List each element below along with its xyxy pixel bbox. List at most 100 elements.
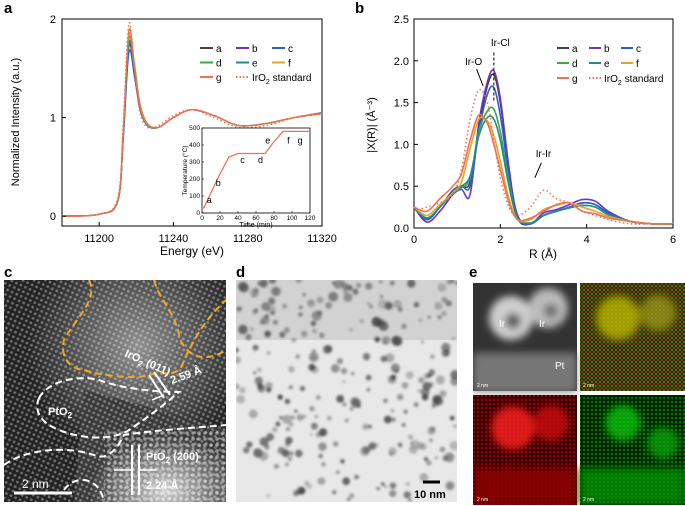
nanoparticle bbox=[285, 436, 293, 445]
nanoparticle bbox=[435, 375, 445, 385]
nanoparticle bbox=[294, 409, 298, 413]
nanoparticle bbox=[307, 299, 315, 308]
nanoparticle bbox=[236, 306, 242, 312]
scale-bar-label: 2 nm bbox=[477, 383, 488, 389]
nanoparticle bbox=[236, 383, 240, 390]
nanoparticle bbox=[445, 300, 452, 307]
nanoparticle bbox=[376, 486, 380, 491]
nanoparticle bbox=[295, 354, 300, 359]
nanoparticle bbox=[271, 286, 281, 297]
nanoparticle bbox=[279, 415, 283, 420]
iro2-boundary-2 bbox=[153, 280, 226, 359]
chart-a-xanes: 11200 11240 11280 11320 0 1 2 Energy (eV) Norm… bbox=[10, 14, 337, 258]
nanoparticle bbox=[310, 320, 317, 327]
legend-label: e bbox=[604, 59, 610, 70]
d-spacing-224: 2.24 Å bbox=[146, 479, 178, 492]
nanoparticle bbox=[390, 409, 395, 413]
nanoparticle bbox=[318, 453, 324, 459]
nanoparticle bbox=[288, 366, 295, 373]
nanoparticle bbox=[293, 490, 300, 497]
nanoparticle bbox=[383, 415, 392, 424]
chart-b-series-e bbox=[413, 115, 674, 225]
chart-b-annotation: Ir-Cl bbox=[491, 38, 510, 49]
nanoparticle bbox=[403, 409, 408, 414]
nanoparticle bbox=[371, 316, 382, 327]
nanoparticle bbox=[332, 281, 336, 285]
nanoparticle bbox=[342, 477, 351, 486]
nanoparticle bbox=[362, 446, 371, 455]
nanoparticle bbox=[259, 280, 268, 288]
nanoparticle bbox=[388, 451, 394, 456]
legend-label: f bbox=[288, 59, 291, 70]
nanoparticle bbox=[284, 398, 291, 405]
chart-a-xlabel: Energy (eV) bbox=[160, 244, 224, 258]
nanoparticle bbox=[385, 353, 395, 363]
chart-b-xtick-label: 0 bbox=[411, 234, 417, 246]
legend-label: c bbox=[636, 44, 641, 55]
chart-a-ytick-label: 0 bbox=[50, 211, 56, 223]
nanoparticle bbox=[316, 296, 324, 304]
nanoparticle bbox=[337, 358, 343, 365]
chart-a-xtick-label: 11280 bbox=[233, 233, 263, 245]
nanoparticle bbox=[295, 449, 303, 458]
nanoparticle bbox=[439, 390, 447, 398]
nanoparticle bbox=[389, 482, 397, 489]
inset-xlabel: Time (min) bbox=[239, 222, 272, 229]
pto2-boundary bbox=[36, 377, 182, 439]
chart-b-series-f bbox=[413, 116, 674, 225]
chart-a-xtick-label: 11240 bbox=[159, 233, 189, 245]
nanoparticle bbox=[296, 414, 304, 421]
nanoparticle bbox=[446, 280, 453, 285]
nanoparticle bbox=[349, 327, 354, 332]
scale-bar-label: 10 nm bbox=[414, 489, 446, 501]
nanoparticle bbox=[342, 289, 348, 295]
nanoparticle bbox=[405, 482, 410, 486]
nanoparticle bbox=[380, 355, 388, 363]
nanoparticle bbox=[380, 482, 385, 486]
nanoparticle bbox=[437, 315, 442, 320]
chart-b-exafs: 0 2 4 6 0.0 0.5 1.0 1.5 2.0 2.5 R (Å) |X(R)| (Å⁻³… bbox=[365, 14, 676, 261]
nanoparticle bbox=[424, 457, 428, 461]
nanoparticle bbox=[268, 297, 276, 305]
nanoparticle bbox=[434, 456, 438, 460]
nanoparticle bbox=[318, 442, 327, 451]
nanoparticle bbox=[302, 414, 307, 419]
inset-ytick-label: 300 bbox=[189, 159, 200, 166]
chart-b-xtick-label: 2 bbox=[497, 234, 503, 246]
pt-label: Pt bbox=[555, 361, 565, 372]
nanoparticle bbox=[256, 367, 262, 373]
arrow-icon bbox=[151, 394, 165, 401]
legend-label: e bbox=[252, 59, 258, 70]
nanoparticle bbox=[266, 387, 272, 393]
nanoparticle bbox=[306, 483, 313, 490]
nanoparticle bbox=[410, 441, 414, 445]
nanoparticle bbox=[389, 280, 395, 286]
nanoparticle bbox=[383, 398, 388, 403]
chart-b-frame bbox=[413, 18, 674, 229]
legend-label: IrO2 standard bbox=[252, 73, 312, 86]
nanoparticle bbox=[310, 422, 318, 430]
inset-xtick-label: 40 bbox=[234, 215, 242, 222]
nanoparticle bbox=[377, 299, 388, 309]
inset-ytick-label: 100 bbox=[189, 193, 200, 200]
nanoparticle bbox=[441, 311, 447, 316]
nanoparticle bbox=[298, 312, 303, 317]
chart-a-frame bbox=[61, 18, 323, 227]
nanoparticle bbox=[360, 319, 364, 323]
nanoparticle bbox=[365, 374, 372, 381]
nanoparticle bbox=[413, 302, 420, 308]
nanoparticle bbox=[287, 456, 292, 461]
nanoparticle bbox=[417, 389, 422, 394]
nanoparticle bbox=[341, 283, 349, 290]
nanoparticle bbox=[445, 481, 455, 491]
nanoparticle bbox=[330, 364, 340, 373]
nanoparticle bbox=[262, 437, 270, 445]
nanoparticle bbox=[349, 493, 355, 499]
nanoparticle bbox=[391, 417, 396, 423]
arrow-icon bbox=[534, 162, 542, 179]
nanoparticle bbox=[333, 441, 339, 447]
nanoparticle bbox=[452, 424, 457, 429]
nanoparticle bbox=[427, 426, 436, 435]
nanoparticle bbox=[365, 282, 373, 290]
chart-b-xlabel: R (Å) bbox=[529, 246, 557, 261]
